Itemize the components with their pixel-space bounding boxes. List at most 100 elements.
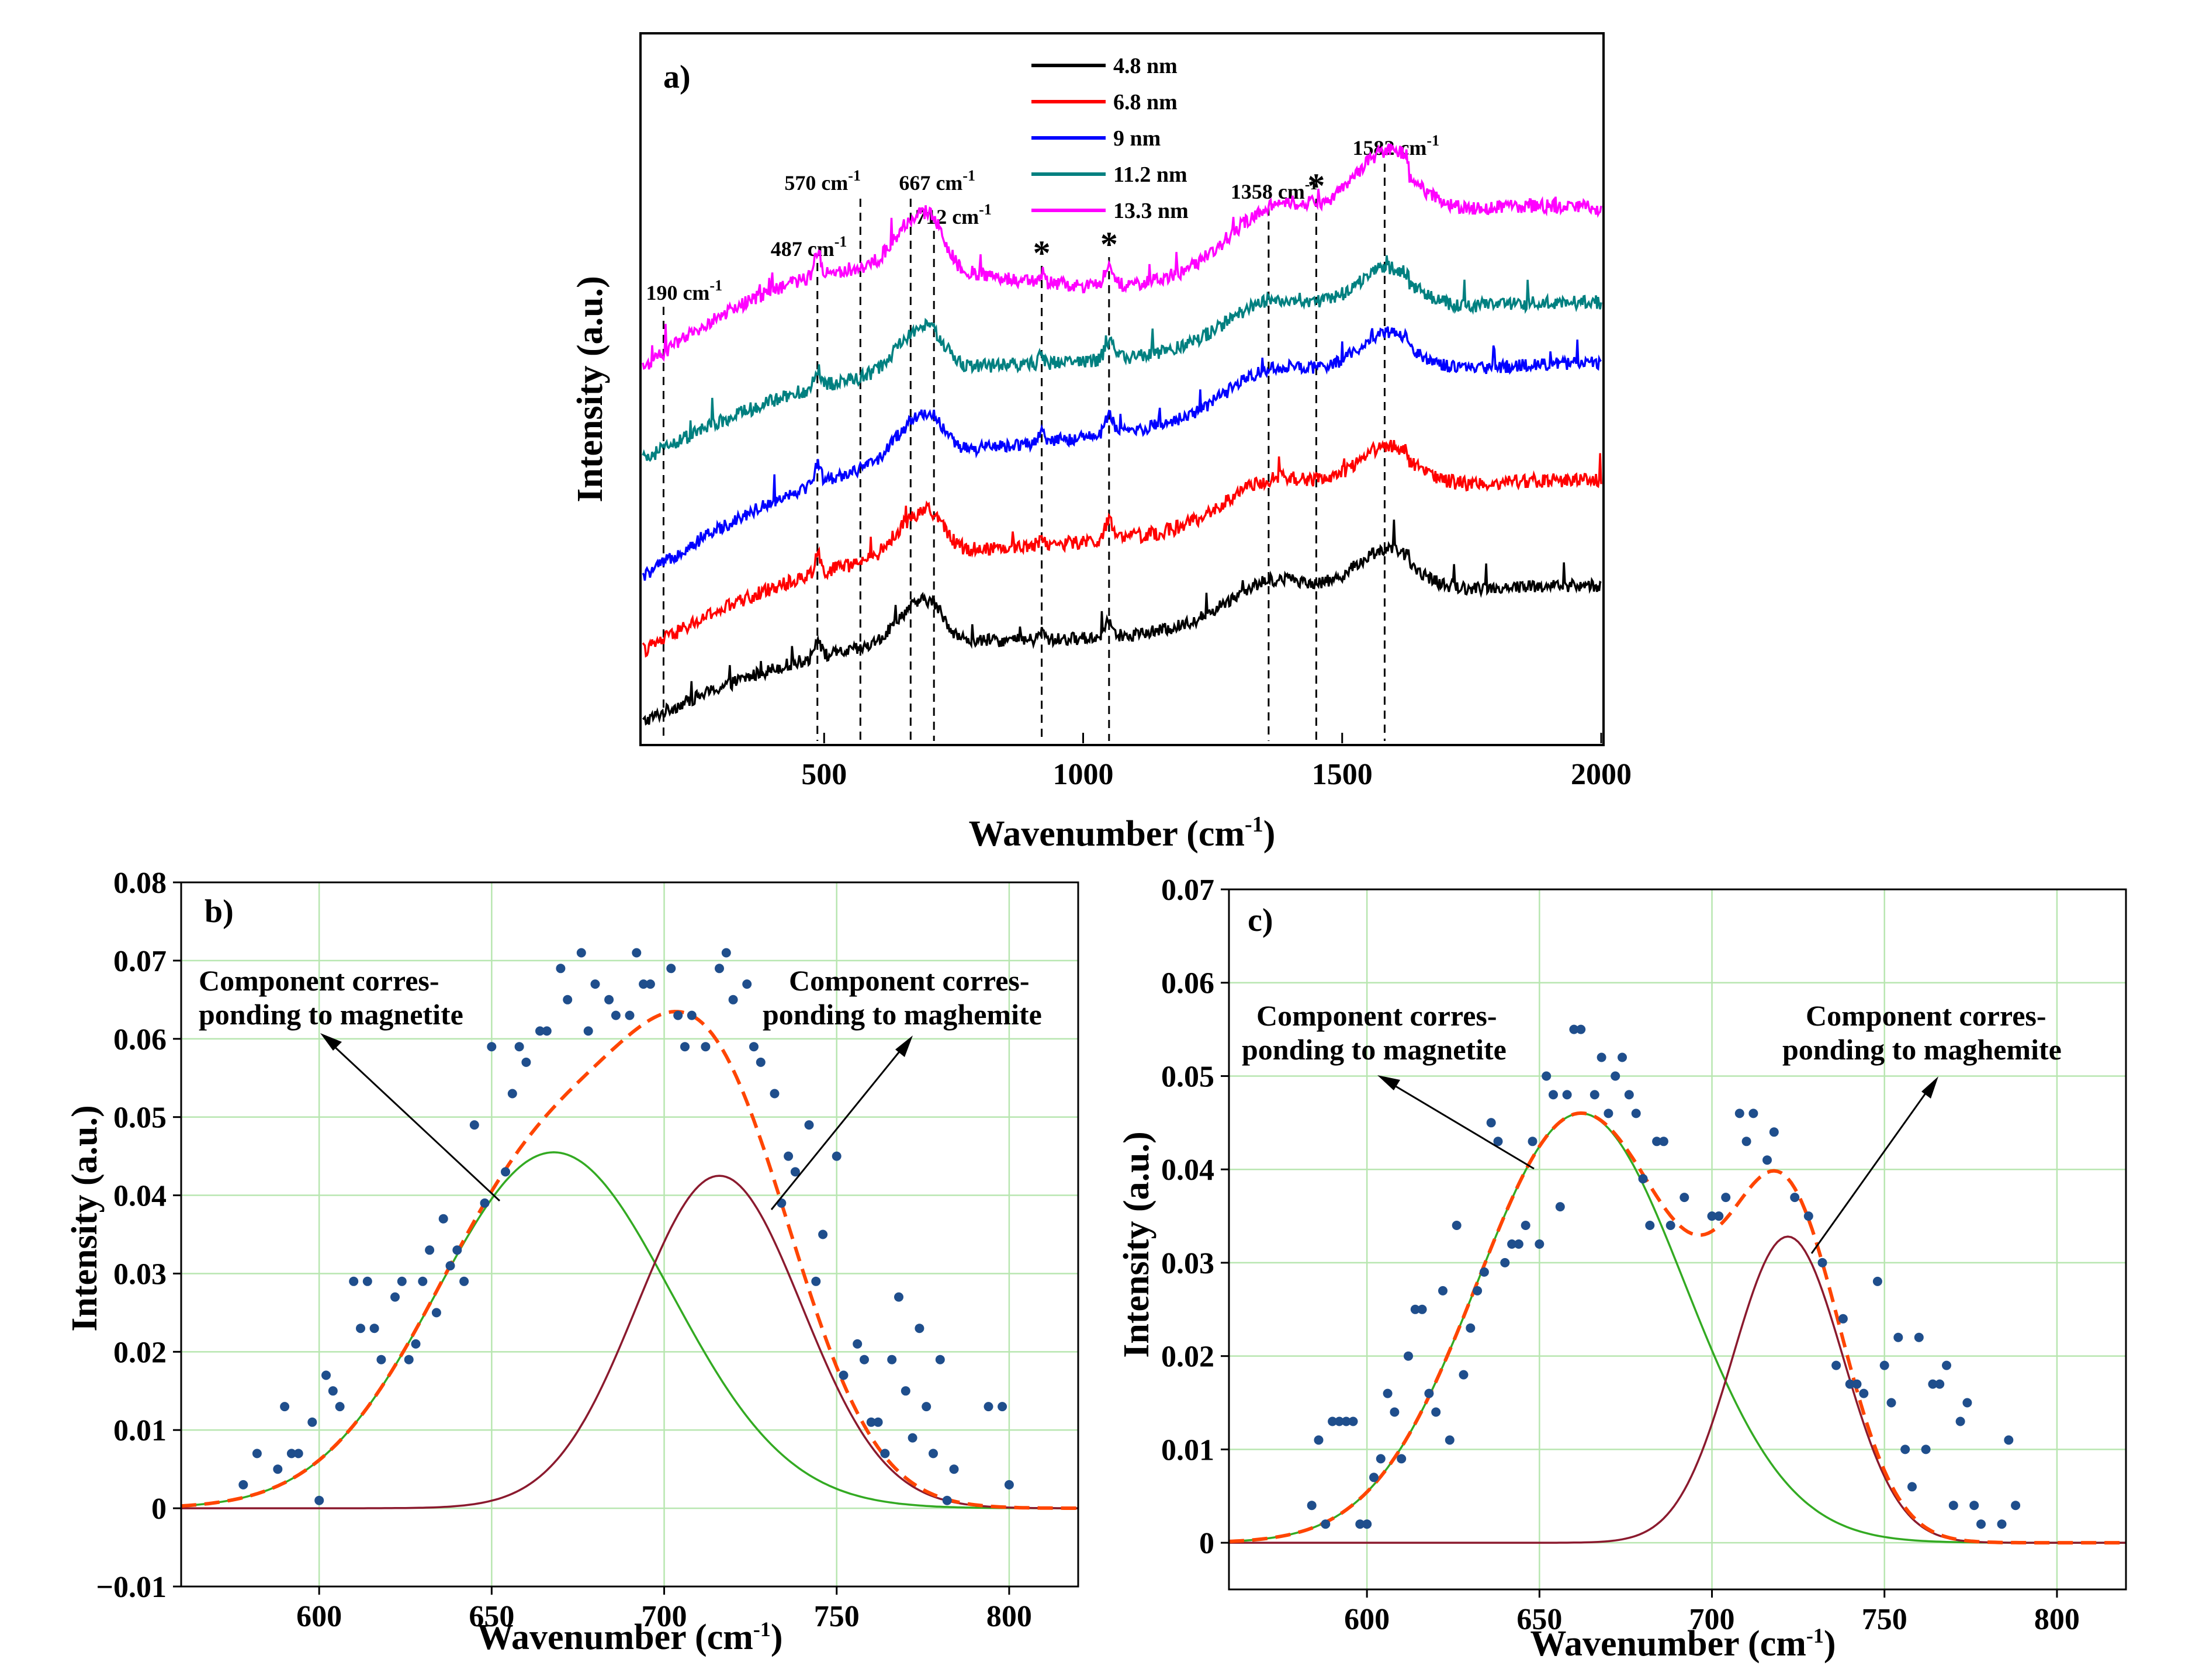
- peak-label-unit-exp: -1: [979, 201, 992, 218]
- data-point: [632, 948, 642, 958]
- data-point: [1410, 1304, 1420, 1314]
- panel-c-annotation-magnetite-line2: ponding to magnetite: [1242, 1033, 1507, 1066]
- data-point: [645, 979, 655, 989]
- data-point: [1348, 1416, 1358, 1426]
- data-point: [1942, 1360, 1951, 1370]
- y-tick-label: 0.02: [113, 1336, 167, 1369]
- data-point: [321, 1370, 331, 1380]
- panel-c-annotation-maghemite-line2: ponding to maghemite: [1782, 1033, 2062, 1066]
- panel-c-grid: [1229, 888, 2126, 1589]
- data-point: [1404, 1351, 1413, 1361]
- panel-c-frame: [1228, 888, 2127, 1591]
- data-point: [1445, 1435, 1455, 1445]
- data-point: [611, 1010, 621, 1020]
- peak-asterisk: *: [1100, 225, 1118, 264]
- data-point: [1390, 1407, 1400, 1417]
- panel-c-y-axis-title: Intensity (a.u.): [1117, 1131, 1156, 1358]
- data-point: [687, 1010, 697, 1020]
- data-point: [307, 1417, 317, 1427]
- panel-a-y-axis-title: Intensity (a.u.): [570, 276, 610, 503]
- data-point: [901, 1386, 910, 1396]
- x-tick-label: 700: [642, 1600, 687, 1633]
- data-point: [1845, 1379, 1855, 1389]
- y-tick-label: 0.03: [113, 1258, 167, 1291]
- peak-label-value: 667 cm: [899, 171, 962, 195]
- panel-c-annotation-magnetite: Component corres- ponding to magnetite: [1242, 999, 1535, 1170]
- data-point: [563, 995, 573, 1004]
- legend-label: 4.8 nm: [1113, 54, 1178, 78]
- data-point: [625, 1010, 635, 1020]
- peak-label-unit-exp: -1: [709, 277, 722, 294]
- data-point: [1638, 1174, 1648, 1184]
- data-point: [1424, 1388, 1434, 1398]
- data-point: [749, 1042, 759, 1052]
- data-point: [1486, 1118, 1496, 1128]
- data-point: [1459, 1370, 1469, 1380]
- data-point: [639, 979, 649, 989]
- peak-label-value: 570 cm: [784, 171, 848, 195]
- cumulative-fit-curve: [1228, 1111, 2126, 1545]
- panel-a-frame: [639, 32, 1605, 746]
- data-point: [1611, 1071, 1620, 1081]
- panel-b-y-axis-title: Intensity (a.u.): [65, 1105, 105, 1332]
- data-point: [1569, 1024, 1579, 1034]
- x-tick-label: 750: [814, 1600, 860, 1633]
- data-point: [1514, 1239, 1523, 1249]
- data-point: [1341, 1416, 1351, 1426]
- peak-label-unit-exp: -1: [848, 167, 861, 184]
- data-point: [721, 948, 731, 958]
- y-tick-label: 0.05: [1161, 1060, 1214, 1093]
- data-point: [756, 1057, 766, 1067]
- data-point: [362, 1276, 372, 1286]
- panel-c-deconvolution: 600 650 700 750 800 0 0.01 0.02 0.03 0.04 0.05 0.06…: [1117, 874, 2127, 1664]
- panel-c-data-points: [1307, 1024, 2021, 1529]
- data-point: [880, 1449, 890, 1459]
- data-point: [1955, 1416, 1965, 1426]
- data-point: [1893, 1332, 1903, 1342]
- data-point: [873, 1417, 883, 1427]
- data-point: [680, 1042, 690, 1052]
- panel-b-arrow-maghemite: [770, 1040, 910, 1210]
- y-tick-label: −0.01: [96, 1571, 167, 1604]
- x-tick-label: 800: [986, 1600, 1032, 1633]
- legend-label: 11.2 nm: [1113, 162, 1187, 187]
- data-point: [811, 1276, 821, 1286]
- y-tick-label: 0.05: [113, 1101, 167, 1135]
- y-tick-label: 0.06: [113, 1023, 167, 1057]
- peak-label: 667 cm-1: [899, 167, 975, 195]
- panel-b-deconvolution: 600 650 700 750 800 −0.01 0 0.01 0.02 0.03 0.04 0.0…: [65, 867, 1079, 1657]
- data-point: [1528, 1137, 1537, 1146]
- data-point: [1645, 1221, 1655, 1230]
- data-point: [238, 1480, 248, 1490]
- data-point: [1307, 1501, 1317, 1511]
- panel-a-x-tick-label: 1500: [1312, 758, 1373, 791]
- panel-b-arrowhead-maghemite: [895, 1035, 913, 1057]
- data-point: [1631, 1109, 1641, 1118]
- spectrum-series: [642, 143, 1602, 370]
- data-point: [1948, 1501, 1958, 1511]
- peak-label: 190 cm-1: [646, 277, 722, 304]
- peak-label-unit-exp: -1: [962, 167, 975, 184]
- data-point: [356, 1324, 365, 1333]
- data-point: [286, 1449, 296, 1459]
- spectrum-series: [642, 326, 1602, 581]
- data-point: [853, 1339, 863, 1349]
- data-point: [376, 1355, 386, 1364]
- data-point: [445, 1261, 455, 1271]
- panel-b-ticks: 600 650 700 750 800 −0.01 0 0.01 0.02 0.03 0.04 0.0…: [96, 867, 1032, 1633]
- legend-label: 6.8 nm: [1113, 90, 1178, 115]
- data-point: [535, 1026, 545, 1036]
- panel-b-x-axis-title: Wavenumber (cm-1): [477, 1617, 782, 1657]
- data-point: [1762, 1155, 1772, 1165]
- data-point: [770, 1089, 780, 1099]
- data-point: [590, 979, 600, 989]
- panel-b-arrowhead-magnetite: [320, 1033, 342, 1051]
- data-point: [1962, 1398, 1972, 1408]
- data-point: [832, 1151, 842, 1161]
- panel-c-arrowhead-maghemite: [1921, 1076, 1938, 1099]
- data-point: [784, 1151, 794, 1161]
- data-point: [728, 995, 738, 1004]
- panel-a-label: a): [663, 59, 691, 95]
- data-point: [480, 1198, 490, 1208]
